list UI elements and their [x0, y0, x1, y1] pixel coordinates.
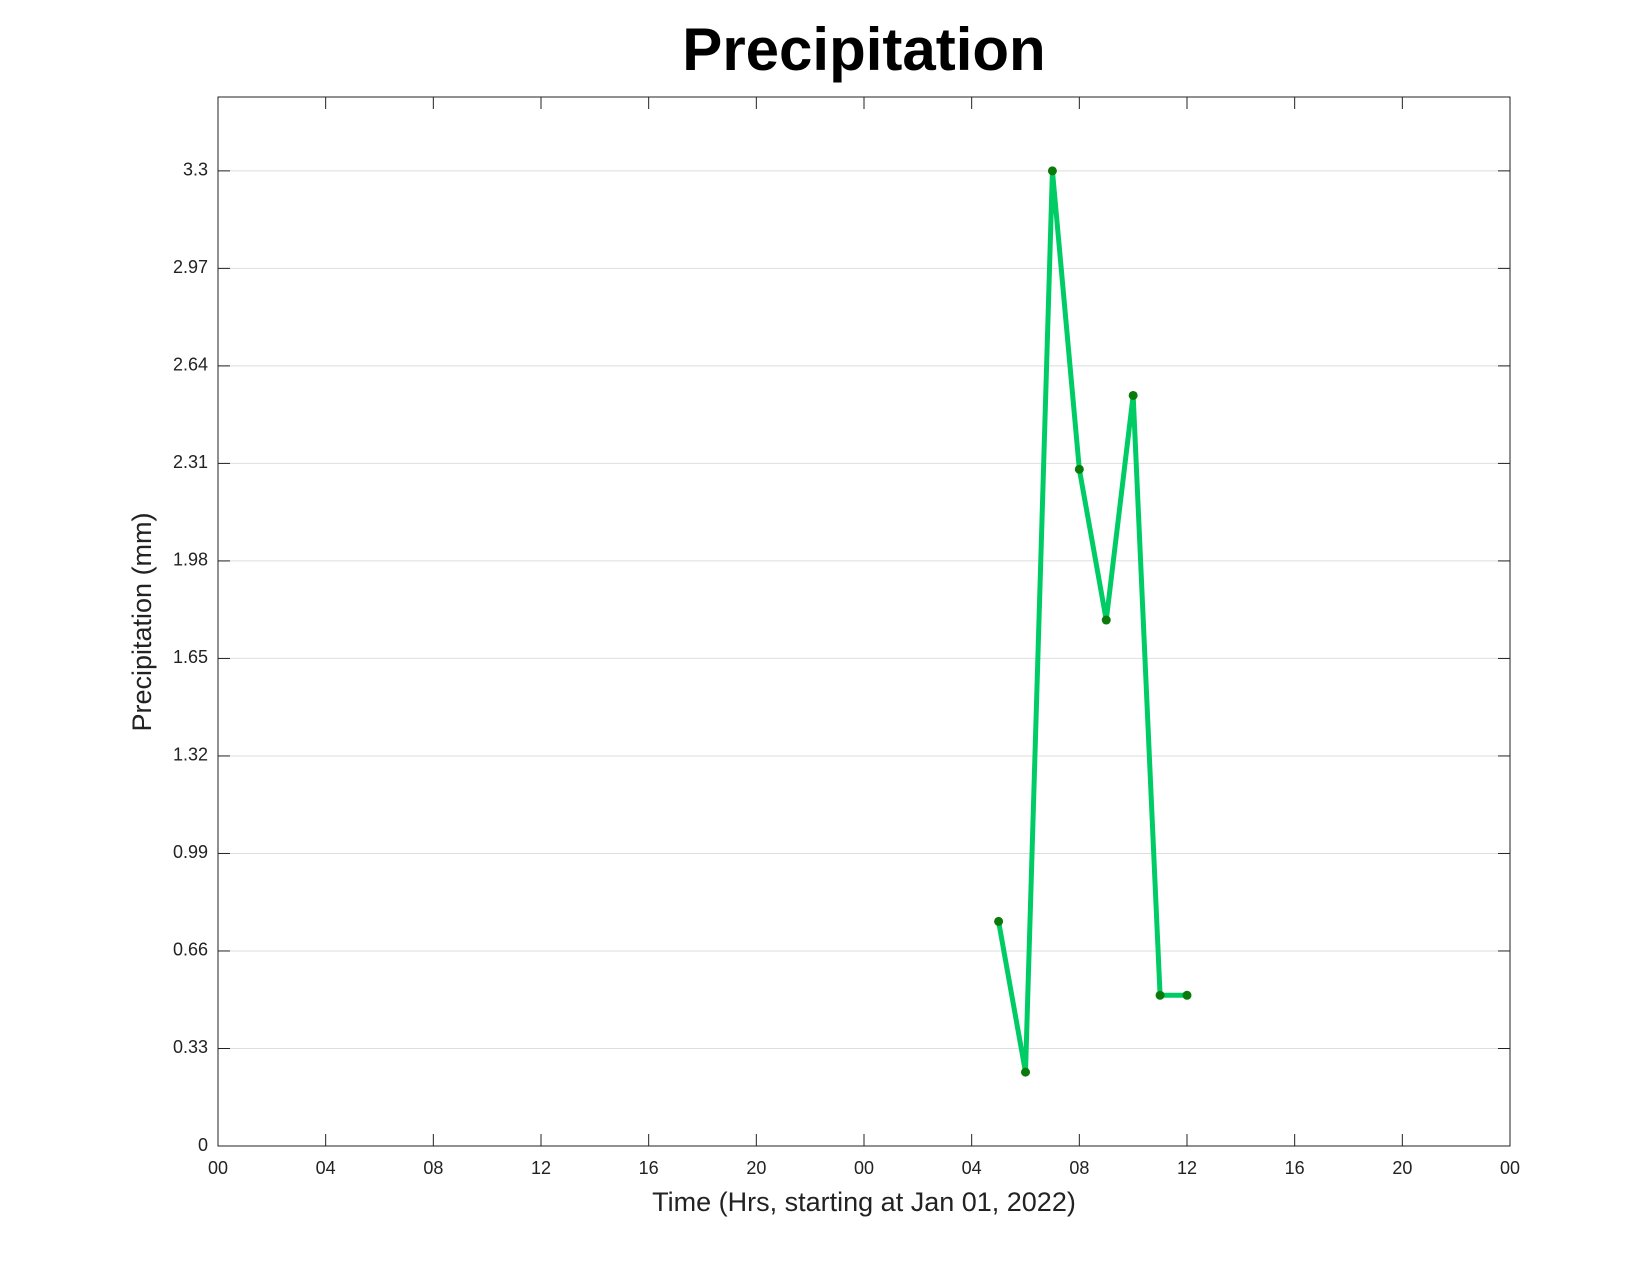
data-point: [1128, 390, 1138, 400]
chart-title: Precipitation: [682, 16, 1045, 83]
y-axis-label: Precipitation (mm): [127, 512, 157, 731]
y-tick-label: 2.97: [173, 257, 208, 277]
data-point: [1182, 990, 1192, 1000]
x-tick-label: 00: [1500, 1158, 1520, 1178]
data-point: [1101, 615, 1111, 625]
y-tick-label: 0.33: [173, 1037, 208, 1057]
y-tick-label: 3.3: [183, 160, 208, 180]
x-tick-label: 08: [1069, 1158, 1089, 1178]
x-tick-label: 20: [746, 1158, 766, 1178]
data-point: [994, 916, 1004, 926]
x-tick-label: 16: [1285, 1158, 1305, 1178]
y-tick-label: 2.64: [173, 355, 208, 375]
data-point: [1047, 166, 1057, 176]
x-axis-label: Time (Hrs, starting at Jan 01, 2022): [652, 1187, 1076, 1217]
x-tick-label: 16: [639, 1158, 659, 1178]
x-tick-label: 00: [854, 1158, 874, 1178]
plot-frame: [217, 96, 1511, 1147]
y-tick-label: 0.99: [173, 842, 208, 862]
y-tick-label: 1.98: [173, 550, 208, 570]
x-tick-label: 12: [1177, 1158, 1197, 1178]
y-tick-label: 1.32: [173, 745, 208, 765]
y-tick-label: 0: [198, 1135, 208, 1155]
data-point: [1074, 464, 1084, 474]
x-tick-label: 04: [316, 1158, 336, 1178]
y-tick-label: 1.65: [173, 647, 208, 667]
data-line: [996, 168, 1187, 1075]
data-point: [1155, 990, 1165, 1000]
x-tick-label: 12: [531, 1158, 551, 1178]
x-tick-label: 04: [962, 1158, 982, 1178]
y-tick-label: 0.66: [173, 940, 208, 960]
data-point: [1021, 1067, 1030, 1077]
x-tick-label: 20: [1392, 1158, 1412, 1178]
x-tick-label: 08: [423, 1158, 443, 1178]
y-tick-label: 2.31: [173, 452, 208, 472]
x-tick-label: 00: [208, 1158, 228, 1178]
